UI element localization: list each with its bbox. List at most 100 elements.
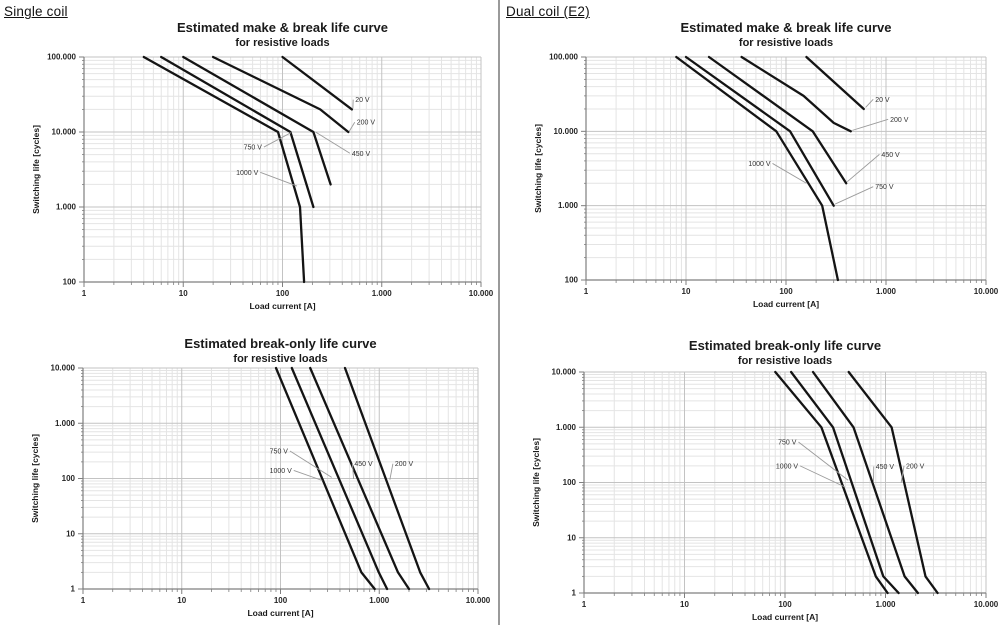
curve-voltage-label: 1000 V: [236, 170, 259, 177]
chart-title: Estimated break-only life curve: [688, 338, 882, 353]
chart-single-break-only: Estimated break-only life curve for resi…: [0, 320, 500, 625]
x-tick-label: 1: [582, 600, 587, 609]
curve-200-v: [211, 55, 350, 134]
y-tick-label: 1.000: [558, 201, 579, 210]
curve-200-v: [343, 366, 431, 591]
panel-header-dual-coil: Dual coil (E2): [506, 4, 590, 19]
dual-break-only-plot: 1 10 100 1.000 10.000 1 10 100 1.000 10.000 Load c…: [531, 368, 999, 623]
x-tick-label: 10: [680, 600, 689, 609]
y-axis-title: Switching life [cycles]: [30, 434, 40, 523]
single-break-only-plot: 1 10 100 1.000 10.000 1 10 100 1.000 10.000 Load c…: [30, 364, 491, 619]
curve-20-v: [281, 55, 354, 111]
y-axis-title: Switching life [cycles]: [531, 438, 541, 527]
x-axis-title: Load current [A]: [247, 608, 313, 618]
y-tick-label: 100: [563, 478, 577, 487]
y-tick-label: 10.000: [52, 128, 77, 137]
x-tick-label: 100: [778, 600, 792, 609]
curve-voltage-label: 450 V: [876, 464, 895, 471]
curve-voltage-label: 450 V: [881, 152, 900, 159]
dual-make-break-plot: 1 10 100 1.000 10.000 100 1.000 10.000 100.000 Lo…: [533, 53, 999, 310]
y-tick-label: 1.000: [556, 423, 577, 432]
x-tick-label: 10: [179, 289, 188, 298]
chart-subtitle: for resistive loads: [737, 355, 833, 367]
curve-450-v: [811, 370, 920, 595]
y-tick-label: 1.000: [55, 419, 76, 428]
curve-450-v: [707, 55, 848, 185]
panel-divider: [498, 0, 500, 625]
curve-voltage-label: 200 V: [395, 461, 414, 468]
chart-subtitle: for resistive loads: [235, 37, 330, 49]
x-tick-label: 1.000: [876, 287, 897, 296]
curve-1000-v: [774, 370, 889, 595]
y-tick-label: 10.000: [51, 364, 76, 373]
x-tick-label: 100: [274, 596, 288, 605]
curve-20-v: [805, 55, 865, 111]
y-tick-label: 100.000: [47, 53, 76, 62]
curve-voltage-label: 750 V: [244, 145, 263, 152]
chart-single-make-break: Estimated make & break life curve for re…: [0, 0, 500, 320]
panel-header-single-coil: Single coil: [4, 4, 68, 19]
chart-dual-break-only: Estimated break-only life curve for resi…: [500, 320, 1000, 625]
curve-200-v: [847, 370, 939, 595]
curve-voltage-label: 1000 V: [748, 161, 771, 168]
y-tick-label: 100: [565, 276, 579, 285]
y-tick-label: 10.000: [554, 127, 579, 136]
curve-750-v: [290, 366, 389, 591]
y-tick-label: 100: [62, 474, 76, 483]
x-tick-label: 1: [81, 596, 86, 605]
y-axis-title: Switching life [cycles]: [533, 124, 543, 213]
chart-subtitle: for resistive loads: [233, 353, 328, 365]
curve-voltage-label: 200 V: [357, 120, 376, 127]
x-tick-label: 10.000: [469, 289, 494, 298]
curve-200-v: [740, 55, 852, 133]
x-tick-label: 10.000: [974, 287, 999, 296]
chart-title: Estimated make & break life curve: [680, 20, 892, 35]
curve-450-v: [182, 55, 332, 186]
x-tick-label: 1: [82, 289, 87, 298]
curve-voltage-label: 200 V: [890, 117, 909, 124]
curve-voltage-label: 1000 V: [776, 463, 799, 470]
x-tick-label: 1: [584, 287, 589, 296]
chart-dual-make-break: Estimated make & break life curve for re…: [500, 0, 1000, 320]
curve-750-v: [160, 55, 315, 209]
curve-voltage-label: 20 V: [355, 97, 370, 104]
chart-title: Estimated break-only life curve: [184, 336, 377, 351]
curve-voltage-label: 200 V: [906, 463, 925, 470]
y-tick-label: 10: [567, 533, 576, 542]
curve-voltage-label: 750 V: [270, 448, 289, 455]
x-tick-label: 10: [177, 596, 186, 605]
x-axis-title: Load current [A]: [752, 612, 818, 622]
x-tick-label: 100: [276, 289, 290, 298]
y-tick-label: 100.000: [549, 53, 578, 62]
curve-450-v: [309, 366, 411, 591]
y-axis-title: Switching life [cycles]: [31, 125, 41, 214]
curve-750-v: [789, 370, 900, 595]
curve-750-v: [684, 55, 835, 207]
x-tick-label: 1.000: [369, 596, 390, 605]
curve-voltage-label: 450 V: [354, 461, 373, 468]
curve-voltage-label: 20 V: [875, 97, 890, 104]
y-tick-label: 1: [572, 589, 577, 598]
curve-1000-v: [274, 366, 376, 591]
x-tick-label: 1.000: [372, 289, 393, 298]
curve-voltage-label: 1000 V: [270, 468, 293, 475]
curve-voltage-label: 750 V: [875, 184, 894, 191]
x-tick-label: 10.000: [466, 596, 491, 605]
x-tick-label: 10.000: [974, 600, 999, 609]
y-tick-label: 1: [71, 585, 76, 594]
chart-subtitle: for resistive loads: [738, 37, 834, 49]
x-axis-title: Load current [A]: [249, 301, 315, 311]
x-tick-label: 10: [682, 287, 691, 296]
curve-1000-v: [675, 55, 840, 282]
x-tick-label: 100: [779, 287, 793, 296]
curve-voltage-label: 750 V: [778, 440, 797, 447]
chart-title: Estimated make & break life curve: [177, 20, 388, 35]
y-tick-label: 1.000: [56, 203, 77, 212]
x-axis-title: Load current [A]: [753, 299, 819, 309]
curve-1000-v: [142, 55, 306, 284]
curve-voltage-label: 450 V: [352, 151, 371, 158]
y-tick-label: 100: [63, 278, 77, 287]
single-make-break-plot: 1 10 100 1.000 10.000 100 1.000 10.000 100.000 Lo…: [31, 53, 494, 312]
y-tick-label: 10: [66, 529, 75, 538]
